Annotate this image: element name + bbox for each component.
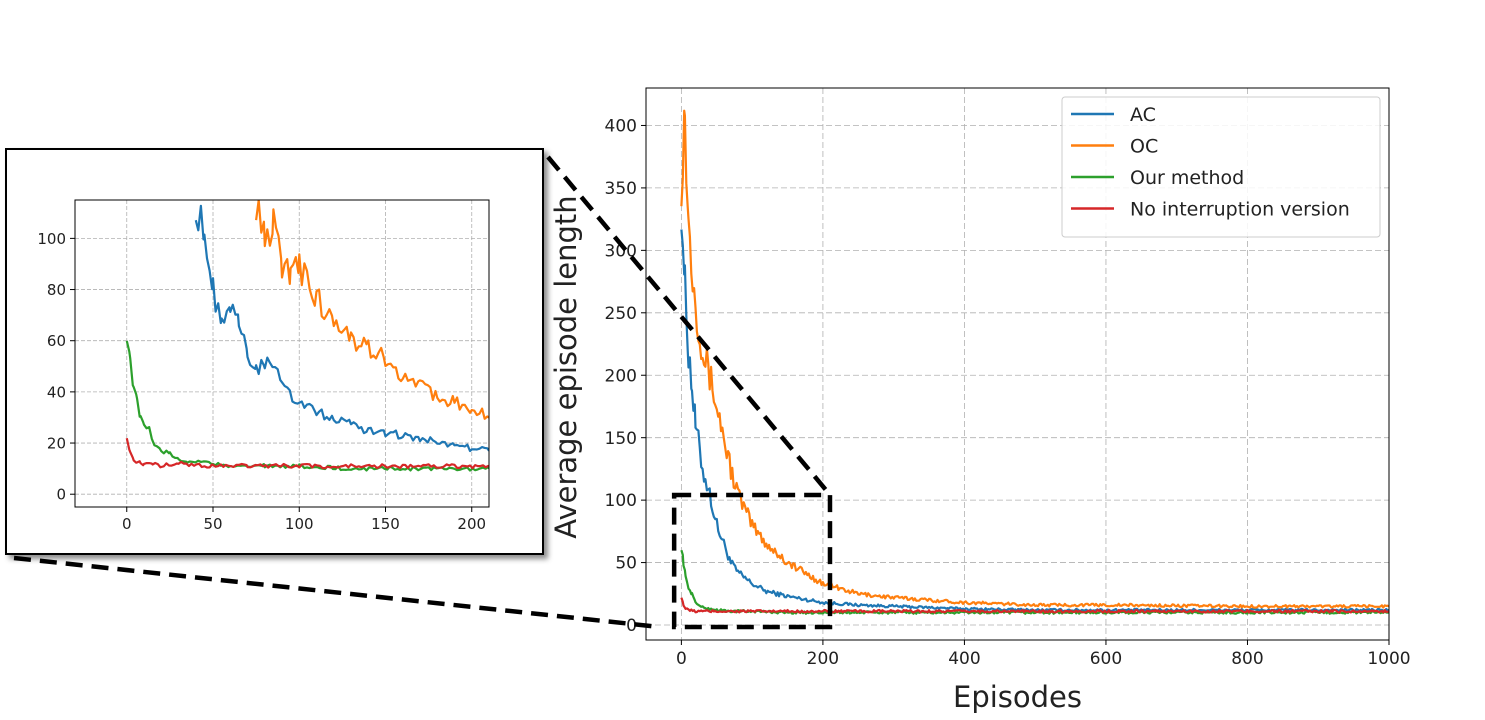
inset-plot: 0 50 100 150 200 0 20 40 60 80 100	[37, 199, 490, 533]
x-tick-label: 1000	[1367, 649, 1410, 669]
y-tick-label: 300	[605, 241, 637, 261]
axes-frame	[74, 199, 490, 508]
zoom-connector-lines	[13, 155, 833, 630]
legend-label-our-method: Our method	[1130, 167, 1244, 189]
y-tick-label: 250	[605, 304, 637, 324]
inset-frame: 0 50 100 150 200 0 20 40 60 80 100	[5, 148, 544, 555]
legend: AC OC Our method No interruption version	[1061, 96, 1381, 238]
y-tick-label: 40	[47, 383, 66, 401]
legend-box	[1061, 96, 1381, 238]
y-tick-label: 60	[47, 332, 66, 350]
series-line-no-interruption-version	[680, 597, 1389, 614]
y-tick-label: 100	[605, 491, 637, 511]
legend-label-no-interruption-version: No interruption version	[1130, 199, 1350, 221]
x-tick-label: 100	[285, 515, 314, 533]
y-tick-label: 80	[47, 281, 66, 299]
series-line-series-0	[194, 204, 489, 453]
main-plot: 0 200 400 600 800 1000 0 50 100 150 200 250 300 350 40…	[549, 87, 1411, 714]
legend-label-oc: OC	[1130, 136, 1158, 158]
series-line-our-method	[125, 340, 489, 472]
legend-label-ac: AC	[1130, 104, 1156, 126]
y-tick-label: 400	[605, 117, 637, 137]
y-tick-label: 200	[605, 366, 637, 386]
series-line-ac	[680, 229, 1389, 613]
x-tick-label: 50	[203, 515, 222, 533]
x-tick-label: 0	[122, 515, 132, 533]
x-tick-label: 200	[807, 649, 839, 669]
x-tick-label: 800	[1231, 649, 1263, 669]
y-tick-label: 20	[47, 434, 66, 452]
x-tick-label: 200	[457, 515, 486, 533]
y-tick-label: 100	[37, 230, 66, 248]
series-line-oc	[255, 200, 489, 420]
zoom-connector-bottom	[13, 555, 661, 630]
series-lines	[680, 109, 1389, 615]
y-tick-label: 350	[605, 179, 637, 199]
series-line-no-interruption-version	[125, 437, 489, 470]
y-axis-label: Average episode length	[549, 195, 583, 538]
y-tick-label: 0	[626, 616, 637, 636]
x-tick-label: 150	[371, 515, 400, 533]
x-tick-label: 600	[1090, 649, 1122, 669]
zoom-region-box	[671, 492, 833, 630]
axes-frame	[645, 87, 1390, 641]
x-tick-label: 0	[676, 649, 687, 669]
series-line-oc	[680, 109, 1389, 609]
zoom-connector-top	[546, 155, 833, 498]
series-lines	[125, 200, 489, 472]
y-tick-label: 150	[605, 429, 637, 449]
x-tick-label: 400	[948, 649, 980, 669]
x-axis-label: Episodes	[953, 680, 1082, 714]
inset-axes: 0 50 100 150 200 0 20 40 60 80 100	[37, 199, 490, 533]
y-tick-label: 50	[615, 554, 637, 574]
y-tick-label: 0	[56, 486, 66, 504]
